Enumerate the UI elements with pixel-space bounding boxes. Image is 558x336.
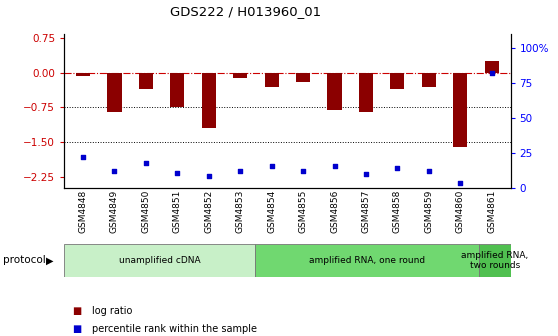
Bar xyxy=(64,244,256,277)
Text: amplified RNA, one round: amplified RNA, one round xyxy=(309,256,425,265)
Text: ■: ■ xyxy=(73,324,82,334)
Point xyxy=(173,170,182,175)
Point xyxy=(299,169,307,174)
Bar xyxy=(201,73,216,128)
Bar xyxy=(391,73,405,89)
Text: log ratio: log ratio xyxy=(92,306,132,316)
Bar xyxy=(107,73,122,112)
Bar xyxy=(479,244,511,277)
Bar xyxy=(328,73,341,110)
Bar xyxy=(256,244,479,277)
Bar xyxy=(170,73,184,108)
Bar xyxy=(422,73,436,87)
Text: protocol: protocol xyxy=(3,255,46,265)
Point xyxy=(330,163,339,168)
Bar xyxy=(296,73,310,82)
Point xyxy=(110,169,119,174)
Point xyxy=(79,155,88,160)
Bar xyxy=(233,73,247,78)
Bar xyxy=(485,61,499,73)
Point xyxy=(235,169,244,174)
Point xyxy=(425,169,434,174)
Point xyxy=(267,163,276,168)
Bar xyxy=(139,73,153,89)
Point xyxy=(362,171,371,177)
Bar xyxy=(76,73,90,76)
Text: GDS222 / H013960_01: GDS222 / H013960_01 xyxy=(170,5,321,18)
Bar xyxy=(453,73,468,146)
Bar xyxy=(264,73,279,87)
Text: unamplified cDNA: unamplified cDNA xyxy=(119,256,201,265)
Text: ■: ■ xyxy=(73,306,82,316)
Point xyxy=(141,160,150,166)
Text: ▶: ▶ xyxy=(46,255,53,265)
Point xyxy=(487,70,496,76)
Bar xyxy=(359,73,373,112)
Point xyxy=(204,173,213,178)
Point xyxy=(456,180,465,185)
Text: amplified RNA,
two rounds: amplified RNA, two rounds xyxy=(461,251,528,270)
Text: percentile rank within the sample: percentile rank within the sample xyxy=(92,324,257,334)
Point xyxy=(393,166,402,171)
